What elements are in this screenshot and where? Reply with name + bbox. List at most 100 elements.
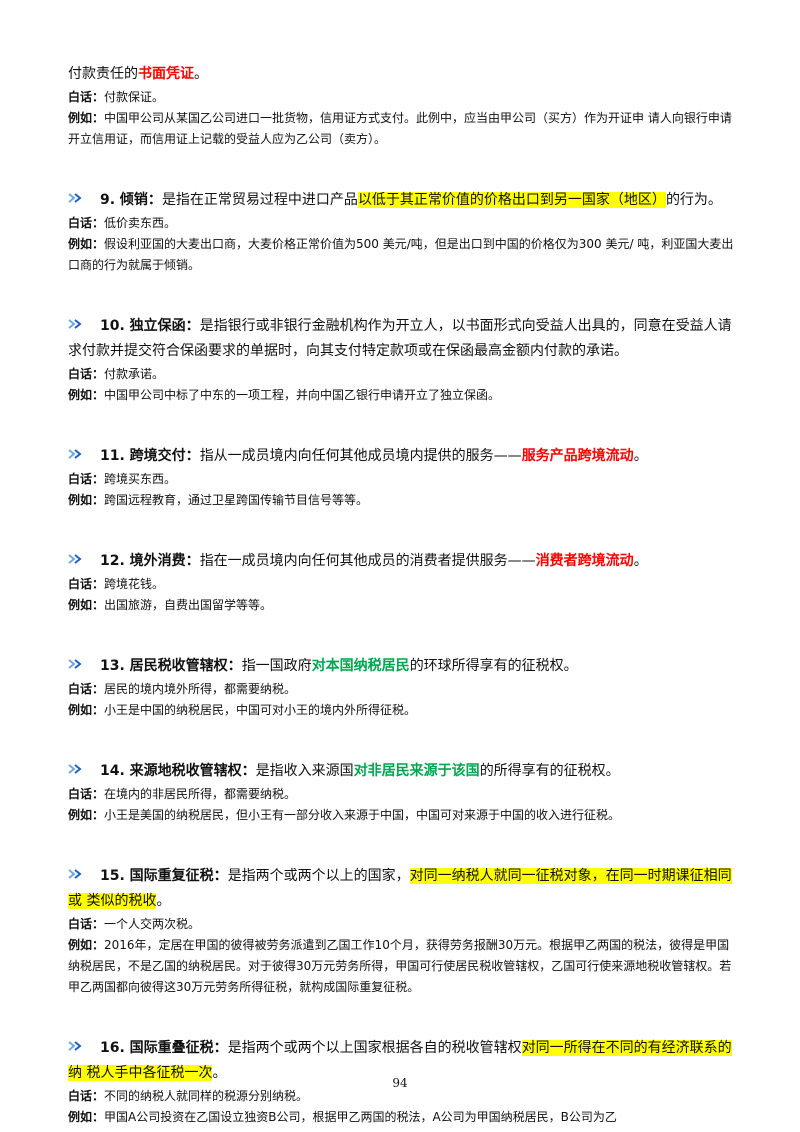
emphasis: 消费者跨境流动 <box>535 553 634 569</box>
emphasis: 对非居民来源于该国 <box>353 763 480 779</box>
definition: 11. 跨境交付：指从一成员境内向任何其他成员境内提供的服务——服务产品跨境流动… <box>68 444 734 469</box>
definition: 15. 国际重复征税：是指两个或两个以上的国家，对同一纳税人就同一征税对象，在同… <box>68 864 734 914</box>
example: 例如：2016年，定居在甲国的彼得被劳务派遣到乙国工作10个月，获得劳务报酬30… <box>68 935 734 998</box>
term: 12. 境外消费： <box>100 553 200 569</box>
text: 。 <box>633 553 648 569</box>
label: 白话： <box>68 787 105 801</box>
text: 在境内的非居民所得，都需要纳税。 <box>104 787 297 801</box>
label: 例如： <box>68 237 105 251</box>
entry: 15. 国际重复征税：是指两个或两个以上的国家，对同一纳税人就同一征税对象，在同… <box>68 864 734 998</box>
text: 。 <box>156 893 171 909</box>
label: 例如： <box>68 808 105 822</box>
bullet-icon <box>68 659 82 669</box>
emphasis: 服务产品跨境流动 <box>521 448 634 464</box>
label: 白话： <box>68 1089 105 1103</box>
plain-talk: 白话：跨境花钱。 <box>68 574 734 595</box>
bullet-icon <box>68 764 82 774</box>
entry: 14. 来源地税收管辖权：是指收入来源国对非居民来源于该国的所得享有的征税权。白… <box>68 759 734 826</box>
text: 跨境花钱。 <box>104 577 165 591</box>
text: 是指银行或非银行金融机构作为开立人，以书面形式向受益人出具的，同意在受益人请求付… <box>68 318 732 359</box>
example: 例如：小王是美国的纳税居民，但小王有一部分收入来源于中国，中国可对来源于中国的收… <box>68 805 734 826</box>
example: 例如：出国旅游，自费出国留学等等。 <box>68 595 734 616</box>
bullet-icon <box>68 1041 82 1051</box>
text: 的环球所得享有的征税权。 <box>409 658 578 674</box>
plain-talk: 白话：居民的境内境外所得，都需要纳税。 <box>68 679 734 700</box>
text: 的行为。 <box>665 192 722 208</box>
text: 甲国A公司投资在乙国设立独资B公司，根据甲乙两国的税法，A公司为甲国纳税居民，B… <box>104 1110 617 1124</box>
text: 一个人交两次税。 <box>104 917 201 931</box>
text: 跨境买东西。 <box>104 472 177 486</box>
label: 白话： <box>68 90 105 104</box>
example: 例如：甲国A公司投资在乙国设立独资B公司，根据甲乙两国的税法，A公司为甲国纳税居… <box>68 1107 734 1128</box>
text: 。 <box>633 448 648 464</box>
bullet-icon <box>68 449 82 459</box>
definition: 付款责任的书面凭证。 <box>68 62 734 87</box>
definition: 14. 来源地税收管辖权：是指收入来源国对非居民来源于该国的所得享有的征税权。 <box>68 759 734 784</box>
label: 例如： <box>68 493 105 507</box>
text: 付款责任的 <box>68 66 138 82</box>
label: 白话： <box>68 682 105 696</box>
emphasis: 对本国纳税居民 <box>311 658 410 674</box>
label: 例如： <box>68 938 105 952</box>
text: 的所得享有的征税权。 <box>479 763 620 779</box>
text: 指从一成员境内向任何其他成员境内提供的服务—— <box>199 448 522 464</box>
text: 是指收入来源国 <box>255 763 354 779</box>
entry: 16. 国际重叠征税：是指两个或两个以上国家根据各自的税收管辖权对同一所得在不同… <box>68 1036 734 1128</box>
label: 白话： <box>68 367 105 381</box>
label: 例如： <box>68 111 105 125</box>
label: 白话： <box>68 216 105 230</box>
term: 14. 来源地税收管辖权： <box>100 763 256 779</box>
plain-talk: 白话：低价卖东西。 <box>68 213 734 234</box>
emphasis: 以低于其正常价值的价格出口到另一国家（地区） <box>357 192 666 208</box>
text: 付款保证。 <box>104 90 165 104</box>
entry: 9. 倾销：是指在正常贸易过程中进口产品以低于其正常价值的价格出口到另一国家（地… <box>68 188 734 276</box>
plain-talk: 白话：付款承诺。 <box>68 364 734 385</box>
plain-talk: 白话：一个人交两次税。 <box>68 914 734 935</box>
label: 白话： <box>68 577 105 591</box>
definition: 9. 倾销：是指在正常贸易过程中进口产品以低于其正常价值的价格出口到另一国家（地… <box>68 188 734 213</box>
text: 2016年，定居在甲国的彼得被劳务派遣到乙国工作10个月，获得劳务报酬30万元。… <box>68 938 732 994</box>
term: 10. 独立保函： <box>100 318 200 334</box>
text: 假设利亚国的大麦出口商，大麦价格正常价值为500 美元/吨，但是出口到中国的价格… <box>68 237 734 272</box>
plain-talk: 白话：在境内的非居民所得，都需要纳税。 <box>68 784 734 805</box>
text: 小王是中国的纳税居民，中国可对小王的境内外所得征税。 <box>104 703 417 717</box>
text: 低价卖东西。 <box>104 216 177 230</box>
label: 白话： <box>68 917 105 931</box>
text: 。 <box>212 1065 227 1081</box>
bullet-icon <box>68 869 82 879</box>
example: 例如：中国甲公司从某国乙公司进口一批货物，信用证方式支付。此例中，应当由甲公司（… <box>68 108 734 150</box>
term: 13. 居民税收管辖权： <box>100 658 242 674</box>
example: 例如：假设利亚国的大麦出口商，大麦价格正常价值为500 美元/吨，但是出口到中国… <box>68 234 734 276</box>
definition: 10. 独立保函：是指银行或非银行金融机构作为开立人，以书面形式向受益人出具的，… <box>68 314 734 364</box>
entries: 9. 倾销：是指在正常贸易过程中进口产品以低于其正常价值的价格出口到另一国家（地… <box>68 188 734 1128</box>
text: 跨国远程教育，通过卫星跨国传输节目信号等等。 <box>104 493 369 507</box>
term: 9. 倾销： <box>100 192 162 208</box>
text: 指一国政府 <box>241 658 312 674</box>
text: 指在一成员境内向任何其他成员的消费者提供服务—— <box>199 553 536 569</box>
entry: 10. 独立保函：是指银行或非银行金融机构作为开立人，以书面形式向受益人出具的，… <box>68 314 734 406</box>
entry: 12. 境外消费：指在一成员境内向任何其他成员的消费者提供服务——消费者跨境流动… <box>68 549 734 616</box>
example: 例如：中国甲公司中标了中东的一项工程，并向中国乙银行申请开立了独立保函。 <box>68 385 734 406</box>
example: 例如：小王是中国的纳税居民，中国可对小王的境内外所得征税。 <box>68 700 734 721</box>
entry: 11. 跨境交付：指从一成员境内向任何其他成员境内提供的服务——服务产品跨境流动… <box>68 444 734 511</box>
label: 例如： <box>68 703 105 717</box>
term: 11. 跨境交付： <box>100 448 200 464</box>
label: 白话： <box>68 472 105 486</box>
definition: 16. 国际重叠征税：是指两个或两个以上国家根据各自的税收管辖权对同一所得在不同… <box>68 1036 734 1086</box>
plain-talk: 白话：跨境买东西。 <box>68 469 734 490</box>
page-number: 94 <box>392 1076 408 1090</box>
example: 例如：跨国远程教育，通过卫星跨国传输节目信号等等。 <box>68 490 734 511</box>
text: 不同的纳税人就同样的税源分别纳税。 <box>104 1089 309 1103</box>
entry: 13. 居民税收管辖权：指一国政府对本国纳税居民的环球所得享有的征税权。 白话：居… <box>68 654 734 721</box>
text: 是指两个或两个以上的国家， <box>227 868 410 884</box>
text: 居民的境内境外所得，都需要纳税。 <box>104 682 297 696</box>
text: 出国旅游，自费出国留学等等。 <box>104 598 273 612</box>
bullet-icon <box>68 319 82 329</box>
definition: 12. 境外消费：指在一成员境内向任何其他成员的消费者提供服务——消费者跨境流动… <box>68 549 734 574</box>
definition: 13. 居民税收管辖权：指一国政府对本国纳税居民的环球所得享有的征税权。 <box>68 654 734 679</box>
label: 例如： <box>68 1110 105 1124</box>
text: 中国甲公司中标了中东的一项工程，并向中国乙银行申请开立了独立保函。 <box>104 388 501 402</box>
text: 付款承诺。 <box>104 367 165 381</box>
bullet-icon <box>68 193 82 203</box>
